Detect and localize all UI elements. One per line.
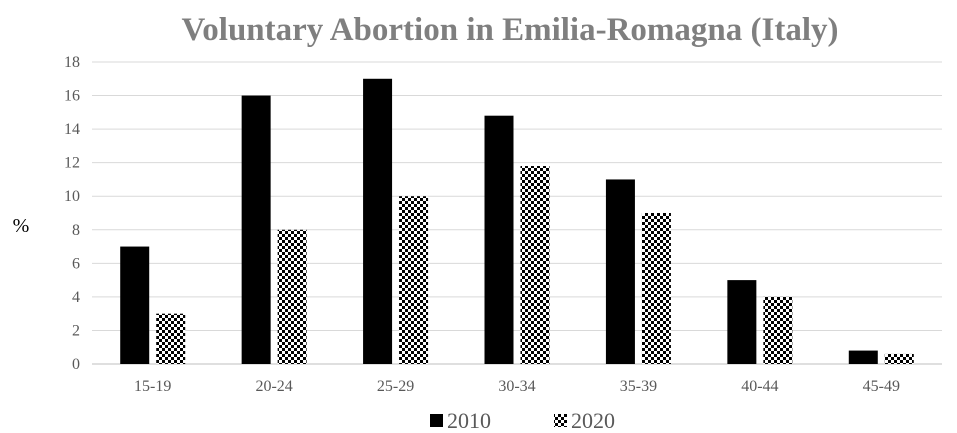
x-tick-label: 20-24 — [255, 378, 292, 395]
bar-2020-35-39 — [641, 213, 671, 364]
bar-2020-40-44 — [763, 296, 793, 364]
bar-2020-30-34 — [520, 166, 550, 364]
y-tick-label: 10 — [64, 188, 80, 205]
bar-2010-20-24 — [241, 95, 271, 365]
bar-2010-45-49 — [848, 350, 878, 364]
y-tick-label: 18 — [64, 54, 80, 71]
y-tick-label: 12 — [64, 155, 80, 172]
legend-swatch-2020 — [554, 414, 567, 427]
x-axis-ticks: 15-19 20-24 25-29 30-34 35-39 40-44 45-49 — [134, 378, 900, 395]
bar-2020-15-19 — [156, 313, 186, 364]
bar-2020-20-24 — [277, 229, 307, 364]
bar-2010-15-19 — [120, 246, 150, 364]
bar-2020-45-49 — [884, 353, 914, 364]
legend-label-2010: 2010 — [447, 408, 491, 433]
x-tick-label: 40-44 — [741, 378, 778, 395]
x-tick-label: 30-34 — [498, 378, 535, 395]
y-tick-label: 6 — [72, 255, 80, 272]
bar-2010-30-34 — [484, 115, 514, 364]
bars — [120, 78, 914, 365]
legend: 2010 2020 — [430, 408, 615, 433]
y-tick-label: 0 — [72, 356, 80, 373]
bar-2010-40-44 — [727, 280, 757, 364]
legend-swatch-2010 — [430, 414, 443, 427]
y-axis-ticks: 0 2 4 6 8 10 12 14 16 18 — [64, 54, 80, 373]
y-tick-label: 2 — [72, 322, 80, 339]
chart-title: Voluntary Abortion in Emilia-Romagna (It… — [181, 12, 838, 48]
y-tick-label: 8 — [72, 222, 80, 239]
legend-label-2020: 2020 — [571, 408, 615, 433]
x-tick-label: 25-29 — [377, 378, 414, 395]
x-tick-label: 45-49 — [863, 378, 900, 395]
bar-2010-25-29 — [363, 78, 393, 365]
x-tick-label: 35-39 — [620, 378, 657, 395]
y-tick-label: 4 — [72, 289, 80, 306]
x-tick-label: 15-19 — [134, 378, 171, 395]
y-tick-label: 16 — [64, 88, 80, 105]
bar-2010-35-39 — [605, 179, 635, 364]
y-axis-label: % — [13, 215, 30, 237]
bar-2020-25-29 — [399, 196, 429, 364]
y-tick-label: 14 — [64, 121, 80, 138]
gridlines — [92, 61, 942, 365]
